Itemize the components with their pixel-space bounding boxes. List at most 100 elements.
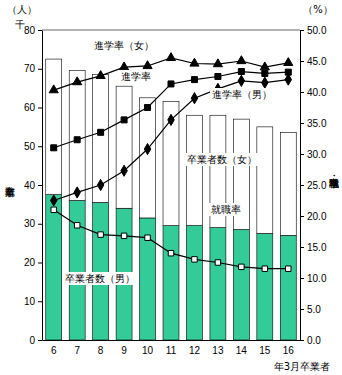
tick-mark [300,154,304,155]
bar [116,86,132,208]
x-title: 年3月卒業者 [274,361,330,372]
bar [93,75,109,203]
plot-marks [46,53,296,340]
marker [98,129,104,135]
tick-label: 13 [212,345,224,356]
marker [96,71,105,79]
y-axis: 01020304050607080 [24,25,43,346]
tick-mark [300,278,304,279]
frame [42,30,300,31]
tick-mark [300,185,304,186]
tick-label: 14 [236,345,248,356]
tick-mark [300,61,304,62]
tick: 16 [283,340,295,356]
marker [168,114,174,125]
marker [98,232,103,237]
marker [145,235,150,240]
tick-label: 7 [74,345,80,356]
marker [168,81,174,87]
tick-mark [38,146,42,147]
tick-label: 6 [51,345,57,356]
x-axis: 678910111213141516 [43,340,301,356]
tick-label: 9 [121,345,127,356]
bar [163,226,179,340]
tick-label: 25.0 [307,180,327,191]
marker [74,187,80,198]
marker [166,53,175,61]
tick: 10.0 [300,273,327,284]
tick-mark [38,108,42,109]
bar [186,115,202,225]
bar [257,127,273,234]
bar [163,102,179,226]
tick-mark [38,340,42,341]
marker [191,93,197,104]
tick: 11 [166,340,177,356]
axis-line [43,340,301,341]
tick: 10 [24,296,42,307]
tick-label: 10.0 [307,273,327,284]
tick-label: 10 [142,345,154,356]
series-label: 進学率（女） [94,40,154,51]
y-unit: （人） [7,4,37,15]
tick-mark [38,263,42,264]
series-label: 卒業者数（女） [187,154,257,165]
y-scale: 千 [15,19,25,30]
tick-label: 8 [98,345,104,356]
marker [120,62,129,70]
label-bg [63,272,137,285]
marker [73,77,82,85]
tick-mark [300,309,304,310]
line-series [51,207,291,271]
tick: 15 [259,340,271,356]
tick-label: 50.0 [307,25,327,36]
marker [191,77,197,83]
y2-axis: 0.05.010.015.020.025.030.035.040.045.050… [300,25,327,346]
tick-label: 11 [166,345,177,356]
tick-label: 40.0 [307,87,327,98]
y-title: 卒業者数 [5,187,15,198]
tick: 9 [121,340,127,356]
bar [93,202,109,340]
y2-unit: （%） [303,4,333,15]
tick-label: 20 [24,257,36,268]
tick: 7 [74,340,80,356]
marker [262,70,268,76]
line [54,80,289,201]
label-bg [119,70,153,83]
tick-label: 15.0 [307,242,327,253]
marker [238,75,244,86]
tick: 6 [51,340,57,356]
y2-title: 進学率・就職率 [329,174,339,189]
tick-label: 30 [24,218,36,229]
marker [260,62,269,70]
marker [285,74,291,85]
tick: 45.0 [300,56,327,67]
marker [74,223,79,228]
line [54,58,289,90]
tick-mark [300,340,304,341]
marker [168,250,173,255]
label-bg [92,39,156,52]
tick-label: 10 [24,296,36,307]
tick: 10 [142,340,154,356]
marker [51,145,57,151]
tick: 13 [212,340,224,356]
tick-label: 30.0 [307,149,327,160]
label-bg [210,88,274,101]
series-label: 進学率 [121,71,151,82]
tick: 8 [98,340,104,356]
bar-series [46,59,296,235]
tick-mark [300,92,304,93]
tick-label: 35.0 [307,118,327,129]
tick-label: 60 [24,102,36,113]
line-series [51,69,292,151]
series-label: 卒業者数（男） [65,273,135,284]
tick: 50 [24,141,42,152]
bar [210,228,226,340]
bar [280,235,296,340]
tick-label: 15 [259,345,271,356]
tick: 5.0 [300,304,321,315]
marker [215,260,220,265]
bar [140,98,156,218]
